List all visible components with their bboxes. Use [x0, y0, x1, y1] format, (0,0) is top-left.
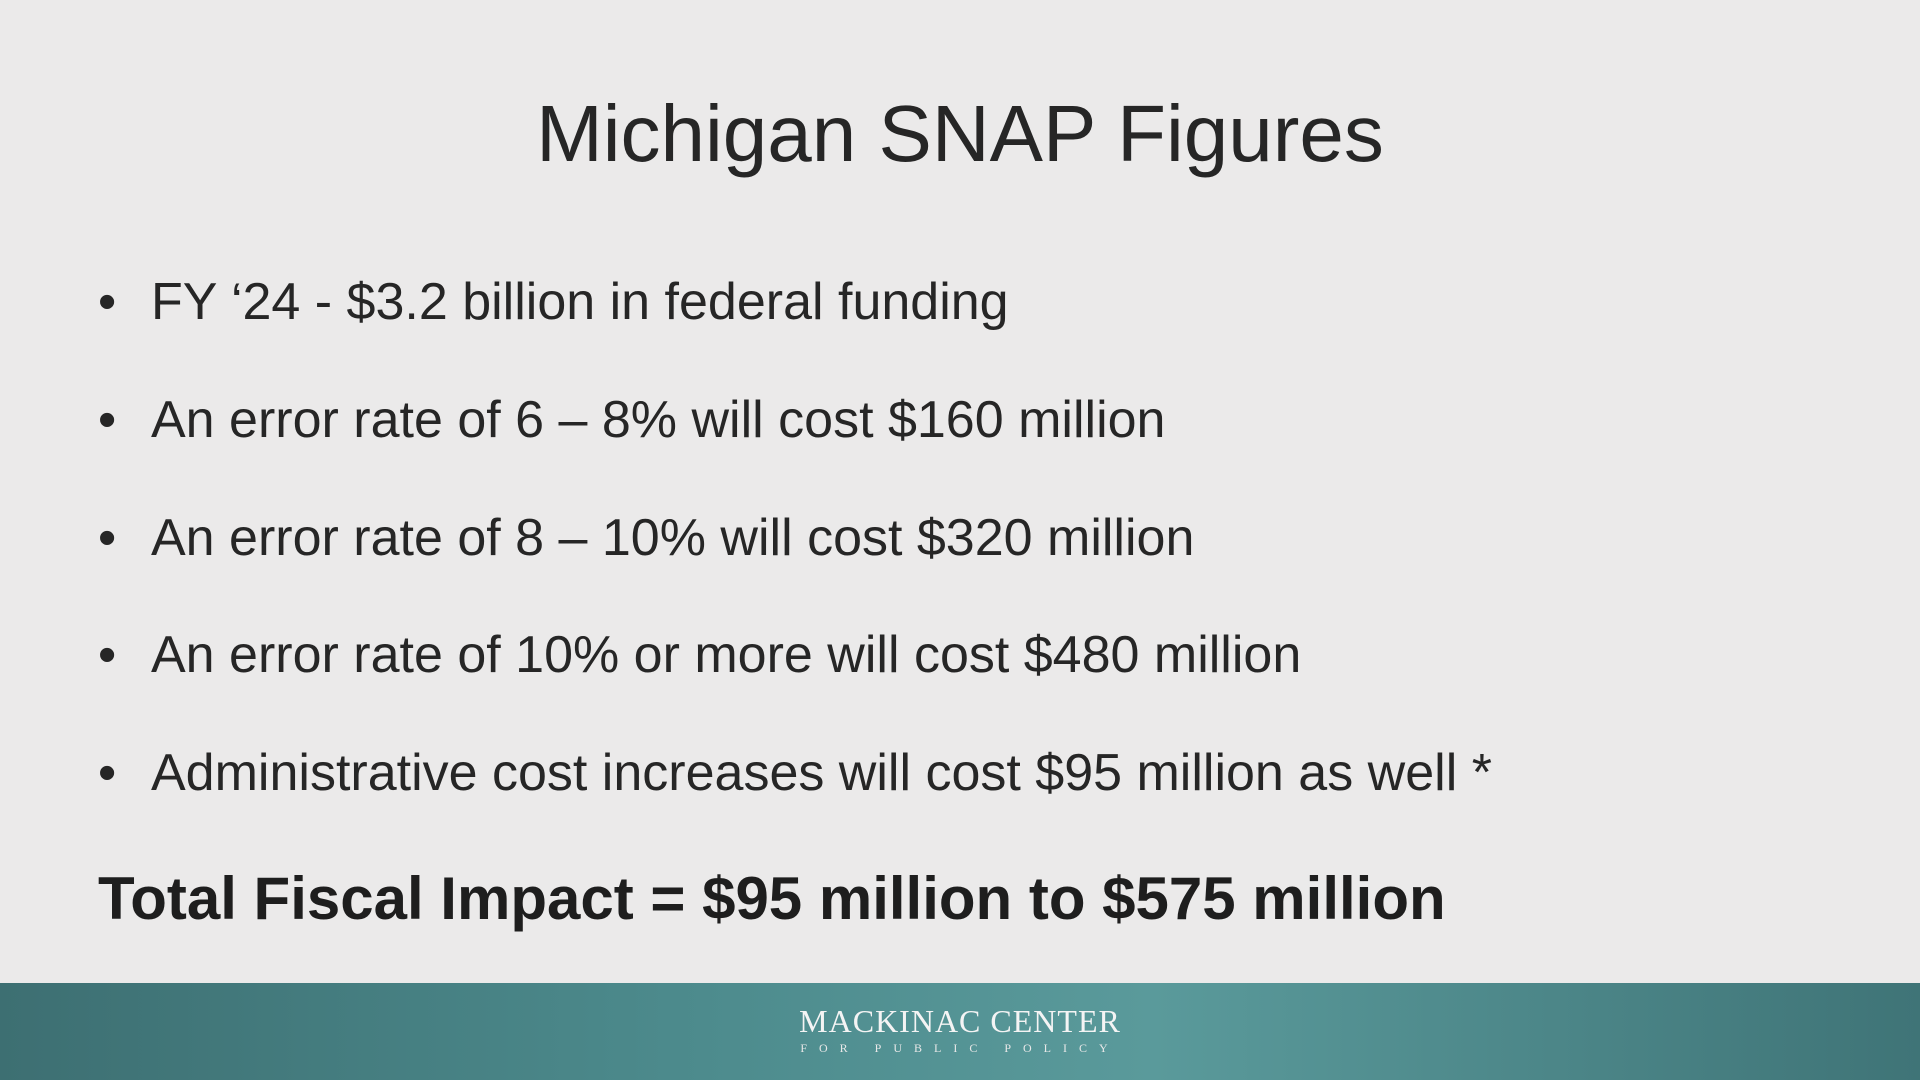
bullet-dot: •: [98, 744, 117, 802]
bullet-item: • An error rate of 8 – 10% will cost $320…: [98, 508, 1194, 568]
bullet-item: • FY ‘24 - $3.2 billion in federal fundin…: [98, 272, 1009, 332]
footer-band: MACKINAC CENTER FOR PUBLIC POLICY: [0, 983, 1920, 1080]
bullet-text: An error rate of 6 – 8% will cost $160 m…: [151, 391, 1166, 449]
bullet-dot: •: [98, 509, 117, 567]
bullet-text: An error rate of 10% or more will cost $…: [151, 626, 1302, 684]
bullet-text: An error rate of 8 – 10% will cost $320 …: [151, 509, 1195, 567]
slide-title: Michigan SNAP Figures: [536, 89, 1384, 178]
bullet-dot: •: [98, 391, 117, 449]
bullet-item: • Administrative cost increases will cost…: [98, 743, 1492, 803]
bullet-item: • An error rate of 10% or more will cost …: [98, 625, 1301, 685]
bullet-text: Administrative cost increases will cost …: [151, 744, 1492, 802]
total-line: Total Fiscal Impact = $95 million to $57…: [98, 865, 1446, 932]
bullet-dot: •: [98, 273, 117, 331]
bullet-item: • An error rate of 6 – 8% will cost $160 …: [98, 390, 1165, 450]
logo-subtitle: FOR PUBLIC POLICY: [800, 1041, 1120, 1055]
logo-name: MACKINAC CENTER: [799, 1003, 1121, 1039]
bullet-text: FY ‘24 - $3.2 billion in federal funding: [151, 273, 1009, 331]
bullet-dot: •: [98, 626, 117, 684]
